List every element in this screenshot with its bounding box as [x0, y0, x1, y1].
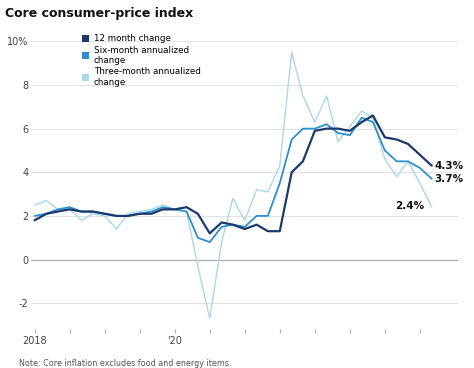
Text: Core consumer-price index: Core consumer-price index — [6, 7, 194, 20]
Text: Note: Core inflation excludes food and energy items.: Note: Core inflation excludes food and e… — [19, 359, 231, 368]
Text: 2.4%: 2.4% — [395, 201, 425, 211]
Text: 3.7%: 3.7% — [435, 174, 464, 184]
Legend: 12 month change, Six-month annualized
change, Three-month annualized
change: 12 month change, Six-month annualized ch… — [82, 34, 201, 86]
Text: 4.3%: 4.3% — [435, 161, 464, 171]
